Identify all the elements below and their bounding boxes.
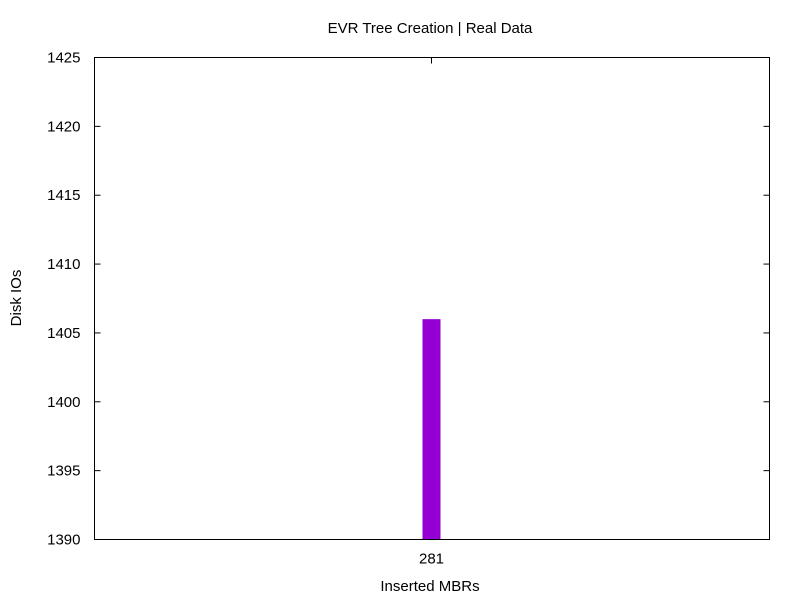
y-axis-label: Disk IOs xyxy=(8,270,25,327)
x-tick-label: 281 xyxy=(419,551,444,568)
y-tick-label: 1405 xyxy=(47,325,80,342)
x-axis-label: Inserted MBRs xyxy=(380,578,479,595)
bar-series xyxy=(422,319,441,540)
y-tick-label: 1415 xyxy=(47,187,80,204)
chart-title: EVR Tree Creation | Real Data xyxy=(328,20,533,37)
y-tick-label: 1410 xyxy=(47,256,80,273)
y-tick-label: 1395 xyxy=(47,463,80,480)
y-tick-label: 1420 xyxy=(47,118,80,135)
plot-frame xyxy=(94,57,770,540)
bar xyxy=(422,319,441,540)
y-tick-label: 1425 xyxy=(47,50,80,67)
y-tick-label: 1390 xyxy=(47,532,80,549)
y-axis-ticks: 1390 1395 1400 1405 1410 1415 1420 1425 xyxy=(47,50,770,549)
y-tick-label: 1400 xyxy=(47,394,80,411)
